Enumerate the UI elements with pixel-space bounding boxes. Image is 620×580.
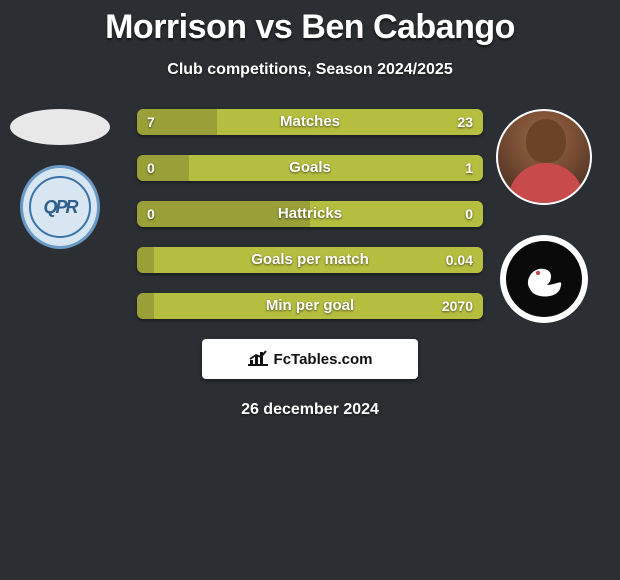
stat-bar-right xyxy=(189,155,483,181)
stat-bar-right xyxy=(154,247,483,273)
stat-row: Hattricks00 xyxy=(137,201,483,227)
swan-icon xyxy=(516,251,572,307)
stat-bars: Matches723 Goals01 Hattricks00 Goals per ma… xyxy=(137,109,483,319)
page-title: Morrison vs Ben Cabango xyxy=(0,0,620,47)
comparison-stage: QPR Matches723 Goals01 Hattricks00 Goals pe… xyxy=(0,109,620,319)
stat-bar-left xyxy=(137,201,310,227)
stat-row: Goals per match0.04 xyxy=(137,247,483,273)
player1-avatar xyxy=(10,109,110,145)
stat-bar-left xyxy=(137,247,154,273)
stat-bar-left xyxy=(137,109,217,135)
stat-bar-left xyxy=(137,293,154,319)
stat-bar-left xyxy=(137,155,189,181)
stat-bar-right xyxy=(154,293,483,319)
club1-abbrev: QPR xyxy=(29,176,91,238)
chart-icon xyxy=(248,350,268,368)
footer-brand-pill: FcTables.com xyxy=(202,339,418,379)
stat-row: Matches723 xyxy=(137,109,483,135)
stat-row: Min per goal2070 xyxy=(137,293,483,319)
left-column: QPR xyxy=(10,109,110,249)
player2-avatar xyxy=(496,109,592,205)
stat-row: Goals01 xyxy=(137,155,483,181)
stat-bar-right xyxy=(217,109,483,135)
footer-brand-text: FcTables.com xyxy=(274,351,373,368)
club2-badge xyxy=(500,235,588,323)
subtitle: Club competitions, Season 2024/2025 xyxy=(0,61,620,79)
stat-bar-right xyxy=(310,201,483,227)
date-text: 26 december 2024 xyxy=(0,401,620,419)
club1-badge: QPR xyxy=(20,165,100,249)
right-column xyxy=(494,109,594,323)
